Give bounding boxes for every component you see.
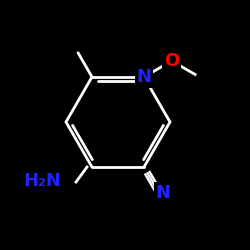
Text: N: N — [156, 184, 170, 202]
Text: N: N — [136, 68, 152, 86]
Text: H₂N: H₂N — [23, 172, 61, 190]
Text: O: O — [164, 52, 179, 70]
